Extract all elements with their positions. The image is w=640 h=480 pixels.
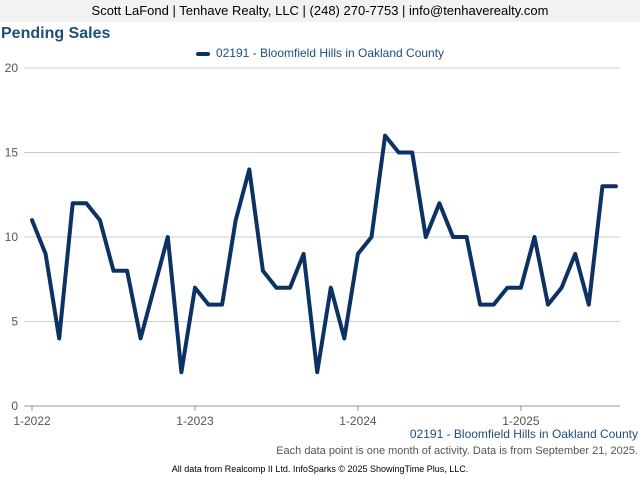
data-point [248,168,250,170]
data-point [208,304,210,306]
data-note: Each data point is one month of activity… [276,445,638,457]
page-title: Pending Sales [1,25,111,42]
data-point [194,287,196,289]
data-point [153,287,155,289]
data-point [547,304,549,306]
legend-line-swatch [195,51,210,56]
data-point [479,304,481,306]
data-point [533,236,535,238]
data-point [58,337,60,339]
contact-text: Scott LaFond | Tenhave Realty, LLC | (24… [91,3,549,18]
data-point [112,270,114,272]
data-point [493,304,495,306]
data-point [85,202,87,204]
footer-credit: All data from Realcomp II Ltd. InfoSpark… [171,464,469,474]
y-tick-label: 20 [5,61,19,75]
data-point [235,219,237,221]
x-tick-label: 1-2023 [176,414,214,428]
y-tick-label: 5 [11,315,18,329]
data-point [316,371,318,373]
x-tick-label: 1-2025 [502,414,540,428]
data-point [343,337,345,339]
data-point [384,135,386,137]
data-point [180,371,182,373]
data-point [289,287,291,289]
data-point [398,152,400,153]
data-point [45,253,47,255]
x-tick-label: 1-2022 [13,414,51,428]
y-tick-label: 15 [5,146,19,160]
data-point [31,219,33,221]
data-point [357,253,359,255]
x-tick-label: 1-2024 [339,414,377,428]
y-tick-label: 10 [5,230,19,244]
data-point [126,270,128,272]
chart-legend[interactable]: 02191 - Bloomfield Hills in Oakland Coun… [0,46,640,60]
data-point [330,287,332,289]
series-line-0 [30,133,618,375]
data-point [588,304,590,306]
data-point [275,287,277,289]
data-point [371,236,372,238]
data-point [167,236,169,238]
data-point [140,337,142,339]
data-point [466,236,468,238]
data-point [506,287,508,289]
data-point [99,219,101,221]
series-label: 02191 - Bloomfield Hills in Oakland Coun… [409,427,638,441]
legend-label: 02191 - Bloomfield Hills in Oakland Coun… [215,46,445,60]
data-point [72,202,74,204]
data-point [425,236,427,238]
y-tick-label: 0 [11,399,18,413]
data-point [411,152,413,153]
contact-header: Scott LaFond | Tenhave Realty, LLC | (24… [0,0,640,22]
data-point [438,202,440,204]
data-point [601,185,603,187]
data-point [262,270,264,272]
data-point [520,287,522,289]
data-point [561,287,563,289]
data-point [452,236,454,238]
data-point [574,253,576,255]
data-point [303,253,305,255]
data-point [615,185,617,187]
data-point [221,304,223,306]
